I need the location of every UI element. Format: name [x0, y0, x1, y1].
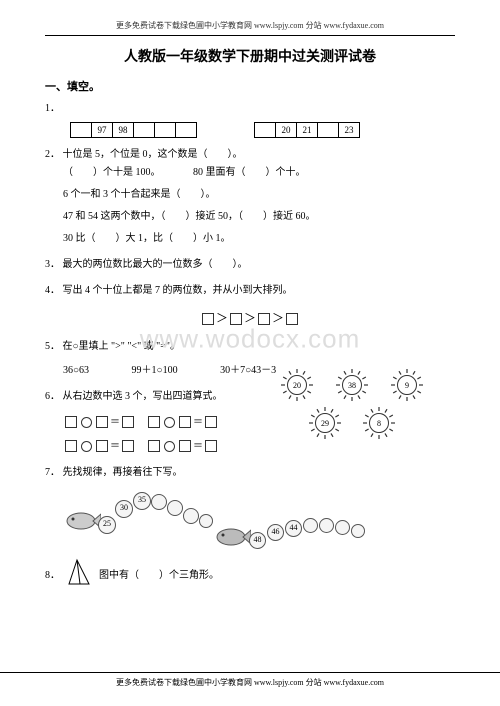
square-icon: [179, 416, 191, 428]
q8-text: 图中有（ ）个三角形。: [99, 569, 219, 580]
q2-number: 2．: [45, 149, 60, 160]
q2-line1: 十位是 5，个位是 0，这个数是（ ）。: [63, 149, 243, 160]
box: 21: [296, 122, 318, 138]
sun-icon: 20: [280, 368, 314, 402]
box: 97: [91, 122, 113, 138]
q3-number: 3．: [45, 259, 60, 270]
square-icon: [148, 416, 160, 428]
square-icon: [286, 313, 298, 325]
question-2: 2． 十位是 5，个位是 0，这个数是（ ）。 （ ）个十是 100。 80 里…: [45, 146, 455, 248]
circle-icon: [81, 441, 92, 452]
q2-line2a: （ ）个十是 100。: [63, 167, 161, 178]
question-4: 4． 写出 4 个十位上都是 7 的两位数，并从小到大排列。 ＞＞＞: [45, 282, 455, 330]
box: [133, 122, 155, 138]
bubble: [319, 518, 334, 533]
q5-expr-1: 36○63: [63, 365, 89, 376]
bubble: [183, 508, 199, 524]
question-8: 8． 图中有（ ）个三角形。: [45, 558, 455, 593]
box: [70, 122, 92, 138]
header-link: 更多免费试卷下载绿色圃中小学教育网 www.lspjy.com 分站 www.f…: [45, 20, 455, 31]
square-icon: [205, 440, 217, 452]
page-title: 人教版一年级数学下册期中过关测评试卷: [45, 46, 455, 66]
square-icon: [230, 313, 242, 325]
bubble: [167, 500, 183, 516]
bubble: 46: [267, 524, 284, 541]
box: 20: [275, 122, 297, 138]
square-icon: [122, 416, 134, 428]
footer-link: 更多免费试卷下载绿色圃中小学教育网 www.lspjy.com 分站 www.f…: [0, 672, 500, 688]
box: [254, 122, 276, 138]
bubble: [351, 524, 365, 538]
question-1: 1． 97 98 20 21 23: [45, 100, 455, 138]
box: [175, 122, 197, 138]
bubble: 35: [133, 492, 151, 510]
bubble: 44: [285, 520, 302, 537]
q5-expr-2: 99＋1○100: [132, 365, 178, 376]
bubble: 48: [249, 532, 266, 549]
circle-icon: [164, 417, 175, 428]
bubble: [151, 494, 167, 510]
q5-expr-3: 30＋7○43－3: [220, 365, 276, 376]
q7-text: 先找规律，再接着往下写。: [63, 467, 183, 478]
q6-number: 6．: [45, 391, 60, 402]
circle-icon: [164, 441, 175, 452]
triangle-icon: [63, 558, 91, 593]
q6-text: 从右边数中选 3 个，写出四道算式。: [63, 391, 223, 402]
sun-icon: 38: [335, 368, 369, 402]
q2-line4: 47 和 54 这两个数中，（ ）接近 50，（ ）接近 60。: [63, 208, 455, 226]
q8-number: 8．: [45, 569, 60, 580]
square-icon: [96, 416, 108, 428]
square-icon: [65, 416, 77, 428]
header-divider: [45, 35, 455, 36]
q2-line3: 6 个一和 3 个十合起来是（ ）。: [63, 186, 455, 204]
square-icon: [258, 313, 270, 325]
square-icon: [205, 416, 217, 428]
q5-text: 在○里填上 ">" "<" 或 "="。: [63, 341, 180, 352]
box: [317, 122, 339, 138]
section-1-title: 一、填空。: [45, 78, 455, 94]
q4-expression: ＞＞＞: [45, 308, 455, 330]
q2-line2b: 80 里面有（ ）个十。: [193, 167, 306, 178]
question-3: 3． 最大的两位数比最大的一位数多（ ）。: [45, 256, 455, 274]
q5-number: 5．: [45, 341, 60, 352]
q1-number: 1．: [45, 103, 60, 114]
fish-icon: [213, 524, 251, 550]
q7-number: 7．: [45, 467, 60, 478]
q1-boxes-left: 97 98: [71, 122, 197, 138]
q1-boxes-right: 20 21 23: [255, 122, 360, 138]
bubble: [335, 520, 350, 535]
square-icon: [122, 440, 134, 452]
circle-icon: [81, 417, 92, 428]
box: [154, 122, 176, 138]
square-icon: [148, 440, 160, 452]
fish-icon: [63, 508, 101, 534]
fish-diagram: 253035 484644: [63, 488, 455, 550]
box: 23: [338, 122, 360, 138]
bubble: [199, 514, 213, 528]
question-7: 7． 先找规律，再接着往下写。 253035 484644: [45, 464, 455, 550]
bubble: 30: [115, 500, 133, 518]
bubble: [303, 518, 318, 533]
sun-icon: 8: [362, 406, 396, 440]
square-icon: [179, 440, 191, 452]
sun-icon: 29: [308, 406, 342, 440]
square-icon: [65, 440, 77, 452]
square-icon: [202, 313, 214, 325]
q4-number: 4．: [45, 285, 60, 296]
sun-icon: 9: [390, 368, 424, 402]
box: 98: [112, 122, 134, 138]
q2-line5: 30 比（ ）大 1，比（ ）小 1。: [63, 230, 455, 248]
bubble: 25: [98, 516, 116, 534]
q4-text: 写出 4 个十位上都是 7 的两位数，并从小到大排列。: [63, 285, 293, 296]
square-icon: [96, 440, 108, 452]
q3-text: 最大的两位数比最大的一位数多（ ）。: [63, 259, 248, 270]
